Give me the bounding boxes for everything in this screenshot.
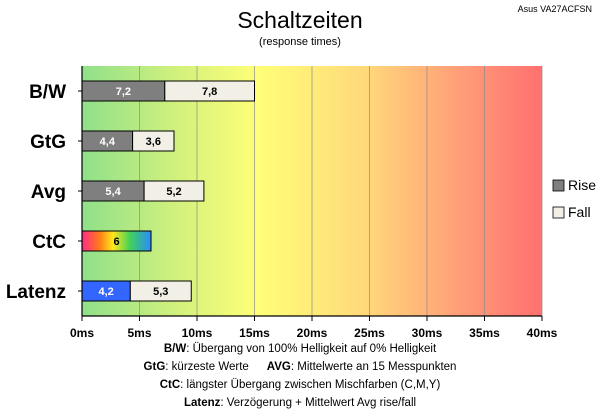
note-gtg-text: : kürzeste Werte [165, 361, 249, 373]
bar-value-label: 4,2 [99, 286, 114, 298]
legend-label-fall: Fall [568, 204, 591, 220]
legend-swatch-fall [552, 206, 565, 219]
x-tick-label: 0ms [70, 326, 94, 340]
x-tick-label: 30ms [412, 326, 443, 340]
bar-fall [129, 280, 192, 302]
monitor-model: Asus VA27ACFSN [518, 4, 592, 14]
bars: 7,2 7,8 4,4 3,6 5,4 5,2 6 4,2 5,3 [81, 80, 255, 302]
note-gtg-key: GtG [144, 361, 166, 373]
legend-swatch-rise [552, 179, 565, 192]
category-label: GtG [30, 132, 66, 153]
note-avg-key: AVG [267, 361, 291, 373]
x-tick-label: 40ms [527, 326, 558, 340]
note-latenz: Latenz: Verzögerung + Mittelwert Avg ris… [184, 397, 416, 409]
category-label: CtC [32, 232, 66, 253]
legend: Rise Fall [552, 177, 596, 220]
legend-label-rise: Rise [568, 177, 596, 193]
bar-value-label: 7,8 [202, 86, 217, 98]
x-axis: 0ms 5ms 10ms 15ms 20ms 25ms 30ms 35ms 40ms [70, 66, 558, 340]
note-ctc-key: CtC [160, 379, 180, 391]
notes: B/W: Übergang von 100% Helligkeit auf 0%… [144, 343, 457, 409]
note-bw-key: B/W [164, 343, 187, 355]
chart-subtitle: (response times) [259, 36, 341, 48]
x-tick-label: 20ms [297, 326, 328, 340]
x-tick-label: 15ms [239, 326, 270, 340]
x-tick-label: 35ms [469, 326, 500, 340]
category-label: B/W [29, 82, 66, 103]
note-ctc-text: : längster Übergang zwischen Mischfarben… [180, 379, 440, 391]
note-latenz-key: Latenz [184, 397, 221, 409]
x-tick-label: 25ms [354, 326, 385, 340]
bar-fall [164, 80, 255, 102]
category-label: Avg [31, 182, 66, 203]
note-latenz-text: : Verzögerung + Mittelwert Avg rise/fall [220, 397, 416, 409]
note-bw-text: : Übergang von 100% Helligkeit auf 0% He… [186, 343, 437, 355]
x-tick-label: 5ms [127, 326, 151, 340]
note-ctc: CtC: längster Übergang zwischen Mischfar… [160, 379, 441, 391]
bar-value-label: 5,4 [105, 186, 121, 198]
bar-value-label: 6 [113, 236, 119, 248]
note-avg-text: : Mittelwerte an 15 Messpunkten [291, 361, 457, 373]
bar-value-label: 3,6 [146, 136, 161, 148]
bar-value-label: 5,3 [153, 286, 168, 298]
category-label: Latenz [6, 282, 66, 303]
note-bw: B/W: Übergang von 100% Helligkeit auf 0%… [164, 343, 437, 355]
bar-fall [143, 180, 205, 202]
x-tick-label: 10ms [182, 326, 213, 340]
category-labels: B/W GtG Avg CtC Latenz [6, 82, 82, 303]
note-gtg-avg: GtG: kürzeste Werte AVG: Mittelwerte an 1… [144, 361, 457, 373]
bar-fall [132, 130, 175, 152]
bar-value-label: 4,4 [100, 136, 116, 148]
chart-title: Schaltzeiten [237, 7, 362, 33]
bar-value-label: 7,2 [116, 86, 131, 98]
bar-value-label: 5,2 [166, 186, 181, 198]
